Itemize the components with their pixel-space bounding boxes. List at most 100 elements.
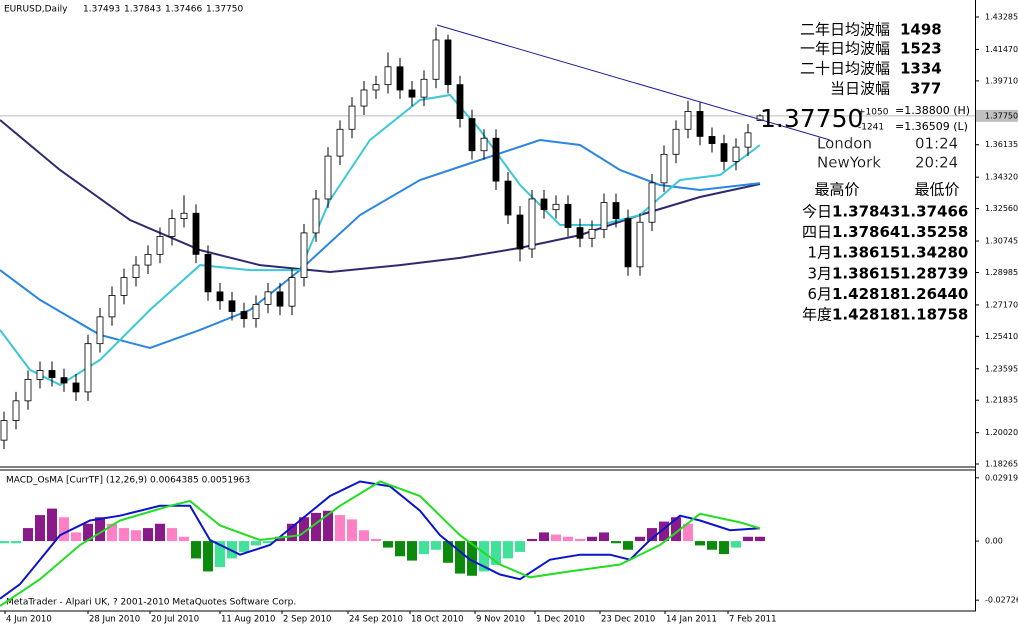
- osma-bar: [107, 523, 117, 542]
- candle-body: [108, 295, 116, 318]
- candle-body: [24, 379, 32, 402]
- osma-bar: [191, 541, 201, 559]
- row-low: 1.34280: [900, 244, 968, 262]
- x-tick-label: 18 Oct 2010: [411, 615, 464, 625]
- candle-body: [492, 137, 500, 182]
- candle-body: [408, 89, 416, 98]
- candle-body: [636, 221, 644, 268]
- osma-bar: [287, 523, 297, 542]
- macd-line: [0, 480, 761, 607]
- candle-body: [12, 400, 20, 421]
- ohlc: 1.37466: [165, 5, 202, 15]
- osma-bar: [479, 541, 489, 572]
- big-price: 1.37750: [760, 104, 863, 133]
- osma-bar: [551, 534, 561, 542]
- osma-bar: [359, 530, 369, 542]
- day-low: =1.36509 (L): [895, 120, 968, 133]
- range-value: 1334: [900, 60, 942, 78]
- osma-bar: [731, 541, 741, 548]
- ohlc: 1.37493: [83, 5, 120, 15]
- y-tick-label: 1.34320: [985, 173, 1018, 182]
- candle-body: [168, 218, 176, 237]
- candle-body: [708, 136, 716, 144]
- session-city: London: [817, 135, 872, 153]
- osma-bar: [419, 541, 429, 555]
- moving-average: [0, 93, 761, 387]
- x-tick-label: 2 Sep 2010: [283, 615, 331, 625]
- candle-body: [192, 212, 200, 255]
- x-tick-label: 7 Feb 2011: [729, 615, 777, 625]
- osma-bar: [143, 528, 153, 542]
- symbol: EURUSD,Daily: [4, 5, 68, 15]
- candle-body: [660, 153, 668, 184]
- row-label: 年度: [802, 306, 832, 324]
- y-tick-label: 1.23595: [985, 364, 1018, 373]
- osma-bar: [275, 536, 285, 542]
- y-tick-label: 1.25410: [985, 332, 1018, 341]
- candle-body: [420, 78, 428, 98]
- osma-bar: [347, 519, 357, 542]
- candle-body: [0, 420, 8, 441]
- osma-bar: [407, 541, 417, 561]
- trendline: [436, 24, 831, 141]
- x-tick-label: 28 Jun 2010: [89, 615, 140, 625]
- session-time: 20:24: [915, 154, 958, 172]
- candle-body: [444, 39, 452, 86]
- candle-body: [744, 132, 752, 148]
- price-label: 1.37750: [985, 111, 1018, 120]
- x-tick-label: 1 Dec 2010: [536, 615, 585, 625]
- osma-bar: [251, 541, 261, 546]
- row-high: 1.42818: [832, 285, 900, 303]
- osma-bar: [707, 541, 717, 550]
- candle-body: [252, 303, 260, 320]
- row-low: 1.28739: [900, 264, 968, 282]
- x-tick-label: 4 Jun 2010: [6, 615, 52, 625]
- candle-body: [576, 227, 584, 239]
- candle-body: [72, 382, 80, 393]
- candle-body: [336, 128, 344, 157]
- price-label-box: [976, 109, 1018, 122]
- y-tick-label: 0.029193: [985, 473, 1018, 482]
- candle-body: [96, 316, 104, 345]
- osma-bar: [503, 541, 513, 559]
- row-label: 四日: [802, 223, 832, 241]
- osma-bar: [491, 541, 501, 565]
- x-tick-label: 9 Nov 2010: [476, 615, 525, 625]
- candle-body: [84, 343, 92, 393]
- candle-body: [36, 370, 44, 380]
- candle-body: [288, 277, 296, 307]
- footer: MetaTrader - Alpari UK, ? 2001-2010 Meta…: [6, 598, 296, 608]
- osma-bar: [311, 512, 321, 542]
- osma-bar: [695, 541, 705, 546]
- osma-bar: [179, 536, 189, 542]
- osma-bar: [131, 530, 141, 542]
- indicator-title: MACD_OsMA [CurrTF] (12,26,9) 0.0064385 0…: [6, 476, 250, 486]
- osma-bar: [239, 541, 249, 552]
- y-tick-label: 1.21835: [985, 396, 1018, 405]
- candle-body: [132, 264, 140, 278]
- osma-bar: [647, 528, 657, 542]
- osma-bar: [527, 538, 537, 542]
- candle-body: [144, 253, 152, 266]
- candle-body: [552, 203, 560, 211]
- row-low: 1.18758: [900, 306, 968, 324]
- osma-bar: [155, 523, 165, 542]
- candle-body: [588, 228, 596, 239]
- candle-body: [48, 370, 56, 379]
- candle-body: [60, 377, 68, 384]
- osma-bar: [671, 517, 681, 542]
- osma-bar: [335, 515, 345, 542]
- osma-bar: [587, 536, 597, 542]
- osma-bar: [0, 541, 9, 544]
- y-tick-label: 1.32560: [985, 204, 1018, 213]
- candle-body: [504, 180, 512, 216]
- osma-bar: [383, 541, 393, 548]
- row-label: 3月: [807, 264, 832, 282]
- table-header: 最低价: [914, 181, 959, 199]
- session-time: 01:24: [915, 135, 958, 153]
- osma-bar: [443, 541, 453, 563]
- candle-body: [240, 311, 248, 320]
- candle-body: [360, 89, 368, 107]
- osma-bar: [611, 541, 621, 544]
- y-tick-label: 1.28985: [985, 268, 1018, 277]
